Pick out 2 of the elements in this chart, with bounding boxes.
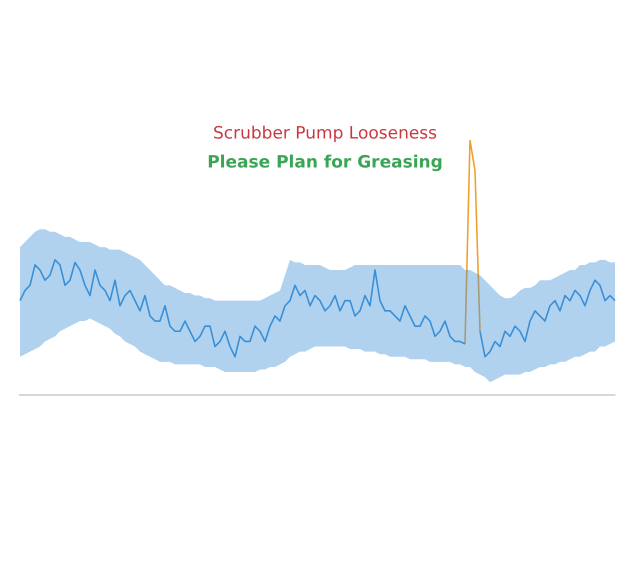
annotation: Please Plan for Greasing	[207, 152, 443, 172]
annotation: Scrubber Pump Looseness	[212, 123, 438, 144]
